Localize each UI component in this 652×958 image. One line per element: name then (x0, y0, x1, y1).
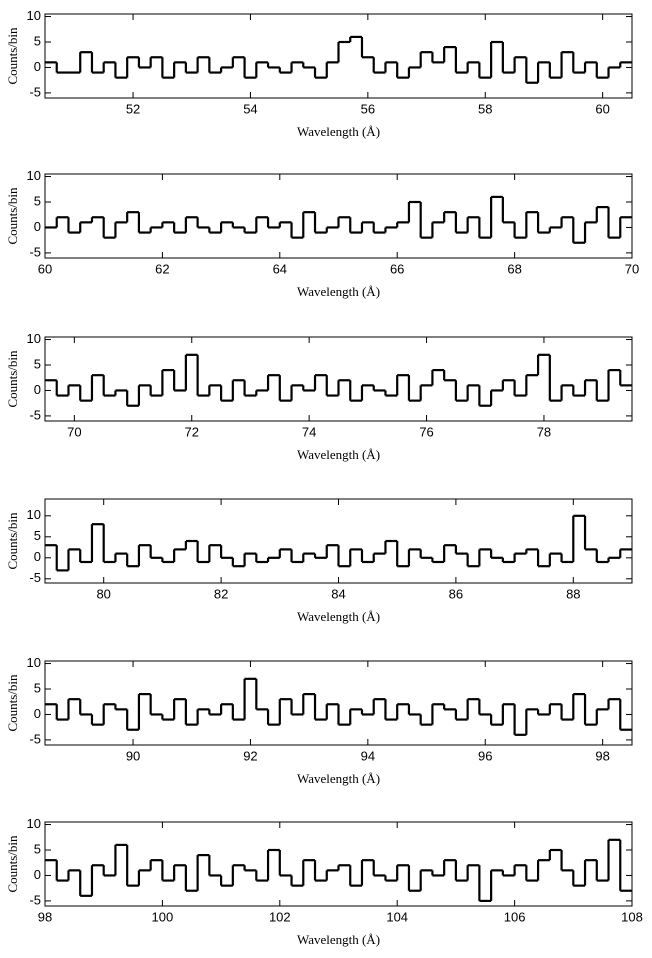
plot-area (45, 838, 632, 903)
y-tick-label: 5 (34, 33, 41, 48)
x-tick-label: 88 (566, 586, 580, 601)
x-tick-label: 84 (331, 586, 345, 601)
x-tick-label: 104 (386, 909, 408, 924)
y-axis-label: Counts/bin (5, 350, 20, 408)
panel: 70 72 74 76 78 -5 0 5 10 Wavelength (Å) Counts/bin (5, 331, 633, 462)
panel: 98 100 102 104 106 108 -5 0 5 10 Wavelength (Å) Cou… (5, 816, 643, 947)
plot-area (45, 677, 632, 736)
x-tick-label: 72 (185, 424, 199, 439)
y-tick-label: 5 (34, 193, 41, 208)
frame (44, 660, 633, 746)
y-tick-label: 10 (27, 655, 41, 670)
y-tick-label: 5 (34, 528, 41, 543)
plot-area (45, 35, 632, 84)
x-tick-label: 106 (504, 909, 526, 924)
y-tick-label: 0 (34, 382, 41, 397)
y-tick-label: 5 (34, 356, 41, 371)
y-axis-label: Counts/bin (5, 512, 20, 570)
y-axis-label: Counts/bin (5, 835, 20, 893)
x-axis-label: Wavelength (Å) (297, 284, 380, 299)
plot-area (45, 195, 632, 244)
x-tick-label: 70 (67, 424, 81, 439)
y-tick-label: -5 (29, 570, 41, 585)
x-tick-label: 96 (478, 748, 492, 763)
y-tick-label: 5 (34, 680, 41, 695)
x-tick-label: 82 (214, 586, 228, 601)
y-tick-label: 10 (27, 331, 41, 346)
x-tick-label: 108 (621, 909, 643, 924)
y-tick-label: 0 (34, 219, 41, 234)
y-tick-label: 10 (27, 168, 41, 183)
panel: 80 82 84 86 88 -5 0 5 10 Wavelength (Å) Counts/bin (5, 498, 633, 624)
plot-area (45, 353, 632, 407)
y-tick-label: 10 (27, 8, 41, 23)
frame (44, 821, 633, 907)
x-tick-label: 56 (361, 101, 375, 116)
y-tick-label: -5 (29, 244, 41, 259)
x-tick-label: 66 (390, 261, 404, 276)
y-tick-label: 0 (34, 59, 41, 74)
frame (44, 336, 633, 422)
y-axis-label: Counts/bin (5, 674, 20, 732)
frame (44, 13, 633, 99)
x-axis-label: Wavelength (Å) (297, 124, 380, 139)
y-tick-label: -5 (29, 731, 41, 746)
x-tick-label: 80 (96, 586, 110, 601)
y-tick-label: 10 (27, 816, 41, 831)
y-tick-label: 5 (34, 841, 41, 856)
frame (44, 173, 633, 259)
x-tick-label: 74 (302, 424, 316, 439)
x-tick-label: 62 (155, 261, 169, 276)
y-axis-label: Counts/bin (5, 187, 20, 245)
panel: 90 92 94 96 98 -5 0 5 10 Wavelength (Å) Counts/bin (5, 655, 633, 786)
x-tick-label: 58 (478, 101, 492, 116)
x-tick-label: 60 (595, 101, 609, 116)
x-tick-label: 90 (126, 748, 140, 763)
x-tick-label: 78 (537, 424, 551, 439)
y-tick-label: -5 (29, 84, 41, 99)
y-tick-label: 0 (34, 706, 41, 721)
x-tick-label: 94 (361, 748, 375, 763)
x-tick-label: 64 (273, 261, 287, 276)
frame (44, 498, 633, 584)
x-tick-label: 76 (419, 424, 433, 439)
x-tick-label: 102 (269, 909, 291, 924)
x-axis-label: Wavelength (Å) (297, 771, 380, 786)
x-tick-label: 92 (243, 748, 257, 763)
x-tick-label: 98 (595, 748, 609, 763)
x-tick-label: 86 (449, 586, 463, 601)
x-tick-label: 54 (243, 101, 257, 116)
panel: 60 62 64 66 68 70 -5 0 5 10 Wavelength (Å) Counts/b… (5, 168, 639, 299)
y-tick-label: -5 (29, 407, 41, 422)
x-axis-label: Wavelength (Å) (297, 447, 380, 462)
x-axis-label: Wavelength (Å) (297, 932, 380, 947)
y-tick-label: 0 (34, 867, 41, 882)
x-axis-label: Wavelength (Å) (297, 609, 380, 624)
y-tick-label: -5 (29, 892, 41, 907)
y-tick-label: 0 (34, 549, 41, 564)
x-tick-label: 52 (126, 101, 140, 116)
x-tick-label: 100 (152, 909, 174, 924)
panel: 52 54 56 58 60 -5 0 5 10 Wavelength (Å) Counts/bin (5, 8, 633, 139)
x-tick-label: 60 (38, 261, 52, 276)
y-tick-label: 10 (27, 507, 41, 522)
y-axis-label: Counts/bin (5, 27, 20, 85)
x-tick-label: 70 (625, 261, 639, 276)
x-tick-label: 98 (38, 909, 52, 924)
plot-area (45, 514, 632, 572)
x-tick-label: 68 (507, 261, 521, 276)
